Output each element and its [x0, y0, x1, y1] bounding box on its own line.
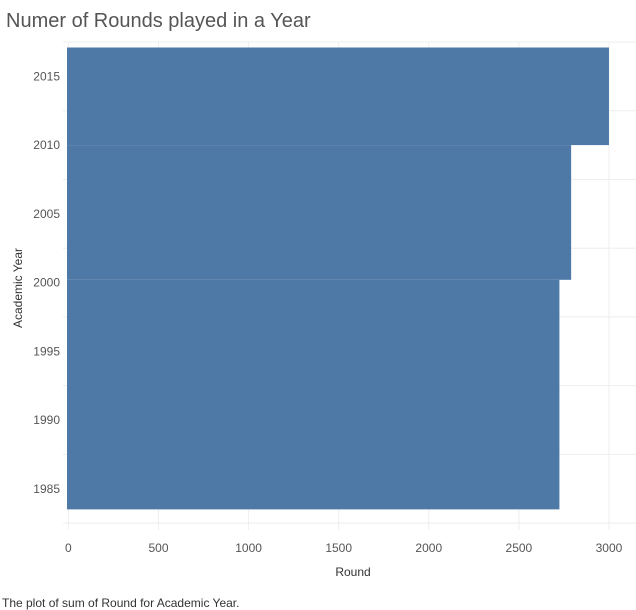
- x-tick-label: 2000: [415, 541, 442, 555]
- y-tick-label: 1990: [33, 413, 60, 427]
- x-tick-label: 1500: [325, 541, 352, 555]
- bar-segment: [67, 145, 572, 280]
- y-tick-label: 2010: [33, 138, 60, 152]
- y-tick-label: 2000: [33, 276, 60, 290]
- x-tick-labels: 0 500 1000 1500 2000 2500 3000: [65, 541, 623, 555]
- x-axis-label: Round: [335, 565, 370, 579]
- bar-segment: [67, 279, 560, 510]
- x-tick-label: 2500: [506, 541, 533, 555]
- chart-caption: The plot of sum of Round for Academic Ye…: [2, 596, 240, 610]
- bar-segment: [67, 47, 609, 146]
- y-tick-label: 2015: [33, 69, 60, 83]
- chart: 1985 1990 1995 2000 2005 2010 2015 0 500 1000 150…: [11, 41, 636, 579]
- y-axis-label: Academic Year: [11, 248, 25, 328]
- x-tick-label: 0: [65, 541, 72, 555]
- bar-area: [67, 47, 609, 510]
- chart-title: Numer of Rounds played in a Year: [6, 10, 311, 32]
- y-tick-label: 1995: [33, 344, 60, 358]
- x-tick-label: 500: [148, 541, 168, 555]
- y-tick-labels: 1985 1990 1995 2000 2005 2010 2015: [33, 69, 60, 495]
- x-tick-label: 3000: [596, 541, 623, 555]
- x-tick-label: 1000: [235, 541, 262, 555]
- y-tick-label: 1985: [33, 482, 60, 496]
- y-tick-label: 2005: [33, 207, 60, 221]
